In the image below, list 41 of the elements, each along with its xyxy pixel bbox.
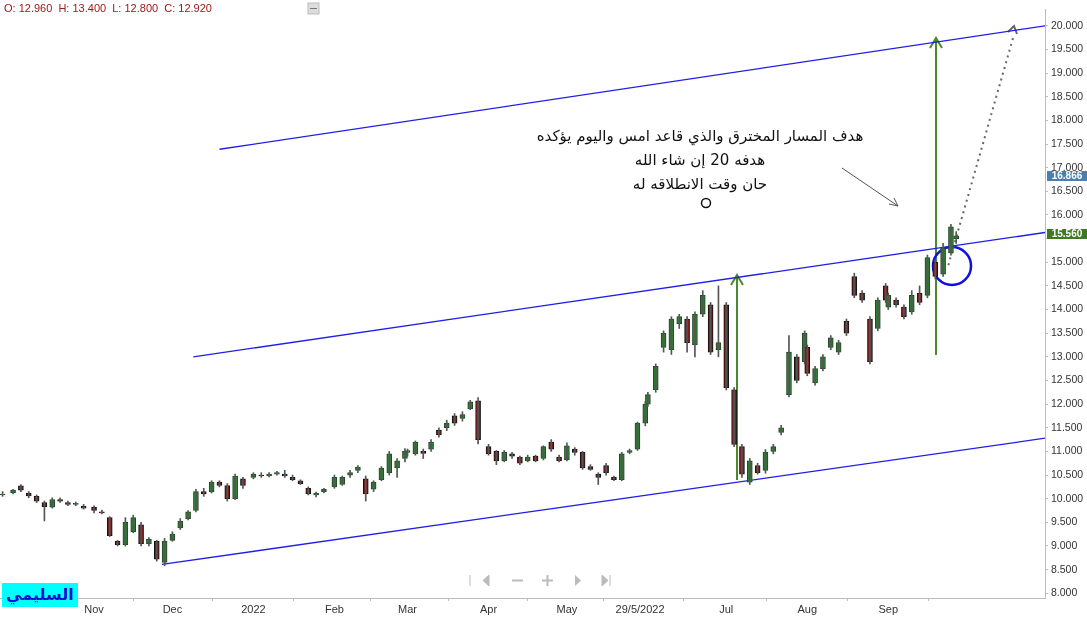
- x-tick-label: 2022: [241, 602, 266, 615]
- chart-title: O: 12.960 H: 13.400 L: 12.800 C: 12.920: [4, 2, 212, 14]
- y-tick-label: 20.000: [1051, 18, 1084, 31]
- x-tick-label: Feb: [324, 602, 344, 615]
- y-tick-label: 10.500: [1051, 467, 1084, 480]
- y-tick-label: 16.000: [1051, 207, 1084, 220]
- x-tick-label: Aug: [797, 602, 818, 615]
- y-tick-label: 15.000: [1051, 255, 1084, 268]
- x-tick-label: Sep: [878, 602, 899, 615]
- candlestick: [258, 472, 265, 478]
- annotation: السليمي: [2, 583, 78, 607]
- y-tick-label: 13.500: [1051, 326, 1084, 339]
- y-tick-label: 9.500: [1051, 515, 1078, 528]
- y-tick-label: 8.000: [1051, 586, 1078, 599]
- x-tick-label: 29/5/2022: [615, 602, 665, 615]
- y-tick-label: 14.000: [1051, 302, 1084, 315]
- y-tick-label: 11.000: [1051, 444, 1083, 457]
- y-tick-label: 10.000: [1051, 491, 1084, 504]
- y-tick-label: 18.000: [1051, 113, 1084, 126]
- text: 15.560: [1051, 227, 1083, 239]
- candlestick: [99, 509, 105, 515]
- x-tick-label: Nov: [84, 602, 105, 615]
- y-tick-label: 17.500: [1051, 136, 1084, 149]
- y-tick-label: 12.500: [1051, 373, 1084, 386]
- y-tick-label: 11.500: [1051, 420, 1083, 433]
- annotation: هدف المسار المخترق والذي قاعد امس واليوم يؤكده هدفه 20 إن شاء الله حان وقت الانطلاقه له: [535, 126, 865, 195]
- y-tick-label: 19.000: [1051, 66, 1084, 79]
- y-tick-label: 18.500: [1051, 89, 1084, 102]
- y-tick-label: 9.000: [1051, 538, 1078, 551]
- candlestick: [420, 448, 427, 459]
- y-tick-label: 12.000: [1051, 397, 1084, 410]
- y-tick-label: 13.000: [1051, 349, 1084, 362]
- x-tick-label: May: [556, 602, 578, 615]
- y-tick-label: 16.500: [1051, 184, 1084, 197]
- x-tick-label: Mar: [398, 602, 418, 615]
- y-tick-label: 14.500: [1051, 278, 1084, 291]
- y-tick-label: 19.500: [1051, 42, 1084, 55]
- y-tick-label: 8.500: [1051, 562, 1078, 575]
- x-tick-label: Jul: [719, 602, 734, 615]
- x-tick-label: Apr: [479, 602, 498, 615]
- x-tick-label: Dec: [162, 602, 183, 615]
